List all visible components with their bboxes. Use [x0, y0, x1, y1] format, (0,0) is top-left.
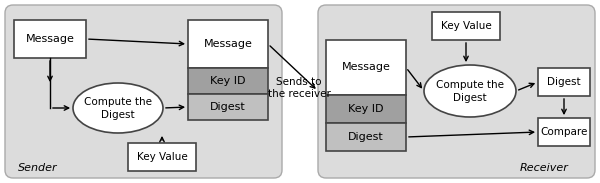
Bar: [538, 118, 590, 146]
Bar: [326, 123, 406, 151]
Bar: [538, 68, 590, 96]
Text: Sends to
the receiver: Sends to the receiver: [268, 77, 331, 99]
Ellipse shape: [424, 65, 516, 117]
Bar: [188, 20, 268, 68]
Text: Key ID: Key ID: [210, 76, 246, 86]
Text: Compute the: Compute the: [84, 97, 152, 107]
Text: Message: Message: [203, 39, 253, 49]
Ellipse shape: [73, 83, 163, 133]
Bar: [14, 20, 86, 58]
Bar: [326, 40, 406, 95]
Text: Receiver: Receiver: [520, 163, 569, 173]
Text: Key Value: Key Value: [137, 152, 187, 162]
Text: Key ID: Key ID: [348, 104, 384, 114]
Bar: [188, 94, 268, 120]
Bar: [326, 95, 406, 123]
Bar: [432, 12, 500, 40]
Text: Key Value: Key Value: [440, 21, 491, 31]
FancyBboxPatch shape: [318, 5, 595, 178]
Bar: [128, 143, 196, 171]
Text: Compare: Compare: [541, 127, 587, 137]
Text: Message: Message: [26, 34, 74, 44]
Bar: [188, 68, 268, 94]
Text: Digest: Digest: [210, 102, 246, 112]
Text: Sender: Sender: [18, 163, 58, 173]
FancyBboxPatch shape: [5, 5, 282, 178]
Text: Digest: Digest: [101, 110, 135, 120]
Text: Digest: Digest: [453, 93, 487, 103]
Text: Compute the: Compute the: [436, 80, 504, 90]
Text: Digest: Digest: [348, 132, 384, 142]
Text: Digest: Digest: [547, 77, 581, 87]
Text: Message: Message: [341, 63, 391, 72]
